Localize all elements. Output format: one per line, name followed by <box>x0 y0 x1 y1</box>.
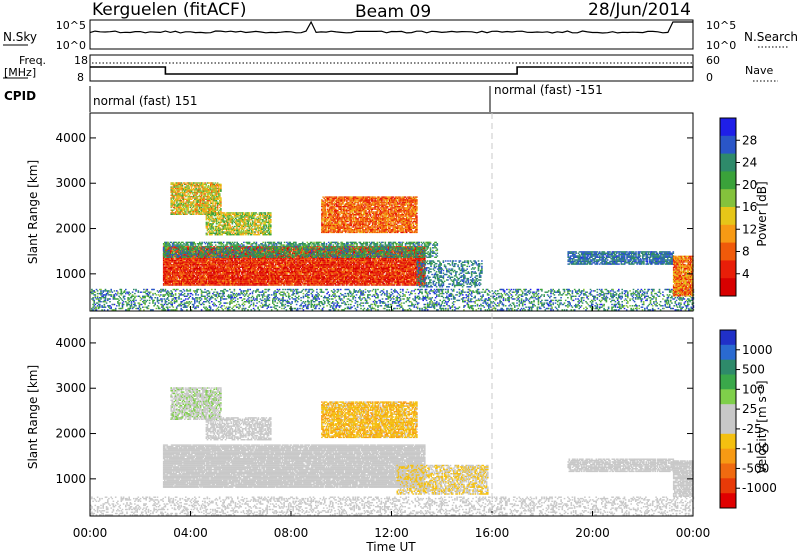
power-colorbar-label: Power [dB] <box>755 181 769 246</box>
x-tick-label: 20:00 <box>575 526 610 540</box>
y-tick-label: 4000 <box>55 131 86 145</box>
colorbar-swatch <box>720 493 736 508</box>
freq-label-line2: [MHz] <box>4 66 36 79</box>
colorbar-swatch <box>720 260 736 278</box>
scatter-region-8 <box>673 256 694 297</box>
colorbar-swatch <box>720 404 736 419</box>
x-tick-label: 00:00 <box>676 526 711 540</box>
x-tick-label: 12:00 <box>374 526 409 540</box>
scatter-region-6 <box>567 459 674 473</box>
station-title: Kerguelen (fitACF) <box>92 0 246 20</box>
cpid-segment-0: normal (fast) 151 <box>93 94 197 108</box>
nave-tick-top: 60 <box>706 54 720 67</box>
scatter-region-5 <box>321 196 418 233</box>
colorbar-tick-label: 4 <box>742 267 750 281</box>
date-title: 28/Jun/2014 <box>588 0 691 20</box>
colorbar-swatch <box>720 449 736 464</box>
y-tick-label: 2000 <box>55 427 86 441</box>
noise-left-label: N.Sky <box>3 30 37 44</box>
noise-right-tick-bottom: 10^0 <box>706 39 736 52</box>
y-tick-label: 1000 <box>55 267 86 281</box>
colorbar-swatch <box>720 478 736 493</box>
scatter-region-7 <box>567 251 674 265</box>
y-tick-label: 2000 <box>55 222 86 236</box>
colorbar-swatch <box>720 360 736 375</box>
x-tick-label: 00:00 <box>73 526 108 540</box>
colorbar-swatch <box>720 345 736 360</box>
scatter-region-4 <box>321 401 418 438</box>
colorbar-swatch <box>720 189 736 207</box>
power-y-label: Slant Range [km] <box>26 160 40 264</box>
power-heatmap <box>90 182 694 310</box>
freq-tick-bottom: 8 <box>77 71 84 84</box>
scatter-region-3 <box>206 417 272 440</box>
colorbar-swatch <box>720 419 736 434</box>
colorbar-tick-label: -1000 <box>742 481 777 495</box>
colorbar-swatch <box>720 434 736 449</box>
colorbar-tick-label: 1000 <box>742 343 773 357</box>
colorbar-swatch <box>720 136 736 154</box>
colorbar-swatch <box>720 375 736 390</box>
scatter-region-2 <box>170 387 221 420</box>
time-axis-label: Time UT <box>365 540 416 554</box>
velocity-heatmap <box>90 387 694 515</box>
velocity-y-label: Slant Range [km] <box>26 365 40 469</box>
nave-tick-bottom: 0 <box>706 71 713 84</box>
x-tick-label: 04:00 <box>173 526 208 540</box>
colorbar-tick-label: 28 <box>742 133 757 147</box>
colorbar-swatch <box>720 225 736 243</box>
colorbar-swatch <box>720 207 736 225</box>
noise-right-tick-top: 10^5 <box>706 19 736 32</box>
colorbar-tick-label: 500 <box>742 363 765 377</box>
freq-panel-frame <box>90 55 693 81</box>
x-tick-label: 08:00 <box>274 526 309 540</box>
colorbar-swatch <box>720 278 736 296</box>
noise-left-tick-bottom: 10^0 <box>56 39 86 52</box>
colorbar-swatch <box>720 118 736 136</box>
noise-left-tick-top: 10^5 <box>56 19 86 32</box>
colorbar-swatch <box>720 171 736 189</box>
noise-sky-trace <box>90 22 693 33</box>
noise-right-label: N.Search <box>744 30 798 44</box>
x-tick-label: 16:00 <box>475 526 510 540</box>
y-tick-label: 1000 <box>55 472 86 486</box>
scatter-region-1 <box>163 444 426 488</box>
colorbar-tick-label: 8 <box>742 245 750 259</box>
scatter-region-3 <box>170 182 221 215</box>
colorbar-swatch <box>720 464 736 479</box>
noise-panel-frame <box>90 20 693 49</box>
y-tick-label: 3000 <box>55 381 86 395</box>
colorbar-tick-label: 24 <box>742 156 757 170</box>
nave-label: Nave <box>745 64 773 77</box>
freq-tick-top: 18 <box>74 54 88 67</box>
colorbar-swatch <box>720 243 736 261</box>
velocity-colorbar-label: Velocity [m s⁻¹] <box>755 380 769 473</box>
colorbar-swatch <box>720 330 736 345</box>
colorbar-swatch <box>720 154 736 172</box>
y-tick-label: 3000 <box>55 176 86 190</box>
beam-title: Beam 09 <box>355 2 431 22</box>
colorbar-swatch <box>720 389 736 404</box>
cpid-label: CPID <box>4 89 36 103</box>
scatter-region-6 <box>417 260 483 287</box>
y-tick-label: 4000 <box>55 336 86 350</box>
scatter-region-0 <box>90 289 694 311</box>
scatter-region-0 <box>90 497 694 516</box>
freq-trace <box>90 67 693 74</box>
cpid-segment-1: normal (fast) -151 <box>494 83 603 97</box>
scatter-region-4 <box>206 212 272 235</box>
